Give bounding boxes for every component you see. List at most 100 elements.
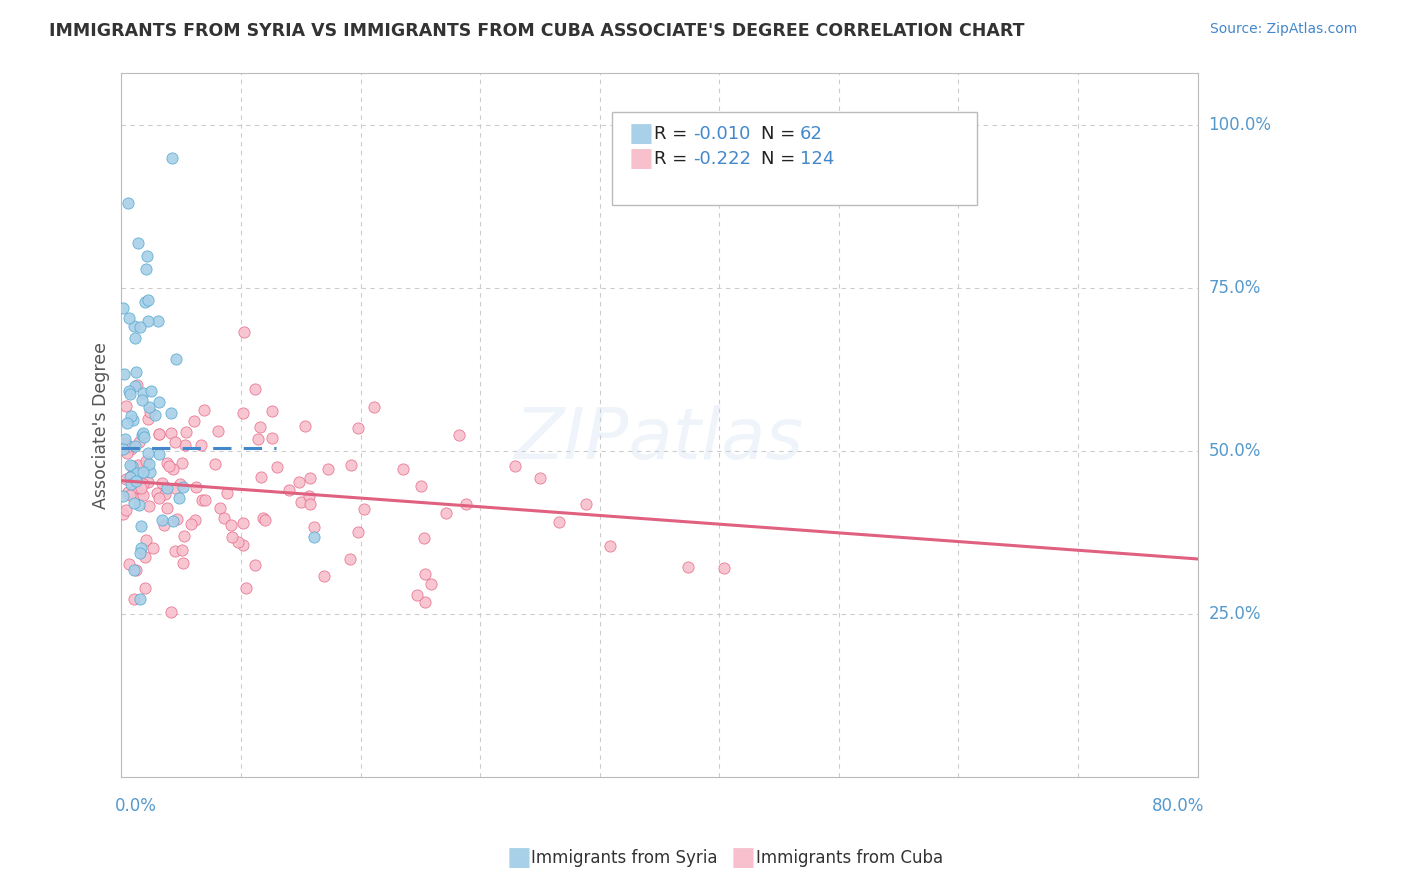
Point [125, 481, 148, 495]
Point [127, 235, 149, 250]
Point [125, 365, 148, 379]
Point [124, 563, 146, 577]
Point [118, 470, 141, 484]
Point [169, 477, 191, 491]
Point [114, 432, 136, 446]
Point [131, 427, 153, 442]
Point [132, 430, 155, 444]
Point [232, 516, 254, 530]
Text: ■: ■ [628, 120, 654, 147]
Point [141, 384, 163, 399]
Point [120, 477, 142, 491]
Point [128, 435, 150, 450]
Point [160, 406, 183, 420]
Point [120, 409, 142, 424]
Point [129, 519, 152, 533]
Point [678, 560, 700, 574]
Point [129, 541, 152, 555]
Point [713, 560, 735, 574]
Point [111, 301, 134, 315]
Point [156, 481, 179, 495]
Point [277, 483, 299, 498]
Point [120, 387, 142, 401]
Point [136, 293, 159, 307]
Point [124, 331, 146, 345]
Point [252, 510, 274, 524]
Point [114, 503, 136, 517]
Point [148, 394, 170, 409]
Point [160, 605, 183, 619]
Point [575, 497, 598, 511]
Point [299, 497, 322, 511]
Point [436, 506, 458, 520]
Point [111, 489, 134, 503]
Point [112, 368, 135, 382]
Point [124, 474, 146, 488]
Point [184, 480, 207, 494]
Text: N =: N = [761, 150, 800, 168]
Point [219, 518, 242, 533]
Point [115, 416, 138, 430]
Point [599, 540, 621, 554]
Point [346, 421, 368, 435]
Point [298, 489, 321, 503]
Point [125, 480, 148, 494]
Point [180, 517, 202, 532]
Point [232, 406, 254, 420]
Point [411, 478, 433, 492]
Point [419, 577, 441, 591]
Point [118, 440, 141, 454]
Point [135, 454, 157, 468]
Point [235, 581, 257, 595]
Point [392, 462, 415, 476]
Point [190, 437, 212, 451]
Point [214, 510, 236, 524]
Point [165, 434, 187, 449]
Point [128, 320, 150, 334]
Point [347, 524, 370, 539]
Point [160, 425, 183, 440]
Point [204, 457, 226, 471]
Point [406, 588, 429, 602]
Point [194, 492, 217, 507]
Point [447, 428, 470, 442]
Point [141, 541, 163, 555]
Point [138, 465, 160, 479]
Point [454, 497, 477, 511]
Point [132, 466, 155, 480]
Point [121, 459, 143, 474]
Point [148, 427, 170, 442]
Point [209, 500, 232, 515]
Point [111, 507, 134, 521]
Point [167, 491, 190, 505]
Point [156, 500, 179, 515]
Point [193, 402, 215, 417]
Text: ■: ■ [506, 845, 531, 871]
Point [298, 471, 321, 485]
Point [124, 378, 146, 392]
Point [153, 480, 176, 494]
Point [131, 488, 153, 502]
Point [288, 475, 311, 490]
Text: 62: 62 [800, 125, 823, 143]
Text: -0.010: -0.010 [693, 125, 751, 143]
Point [163, 544, 186, 558]
Point [138, 400, 160, 414]
Point [243, 382, 266, 396]
Point [249, 419, 271, 434]
Point [150, 513, 173, 527]
Point [114, 472, 136, 486]
Point [156, 456, 179, 470]
Point [148, 426, 170, 441]
Point [132, 385, 155, 400]
Text: ■: ■ [731, 845, 756, 871]
Point [138, 475, 160, 489]
Point [118, 311, 141, 326]
Point [173, 556, 195, 570]
Point [134, 581, 156, 595]
Point [160, 151, 183, 165]
Point [146, 485, 169, 500]
Point [118, 384, 141, 398]
Point [127, 458, 149, 472]
Point [118, 488, 141, 502]
